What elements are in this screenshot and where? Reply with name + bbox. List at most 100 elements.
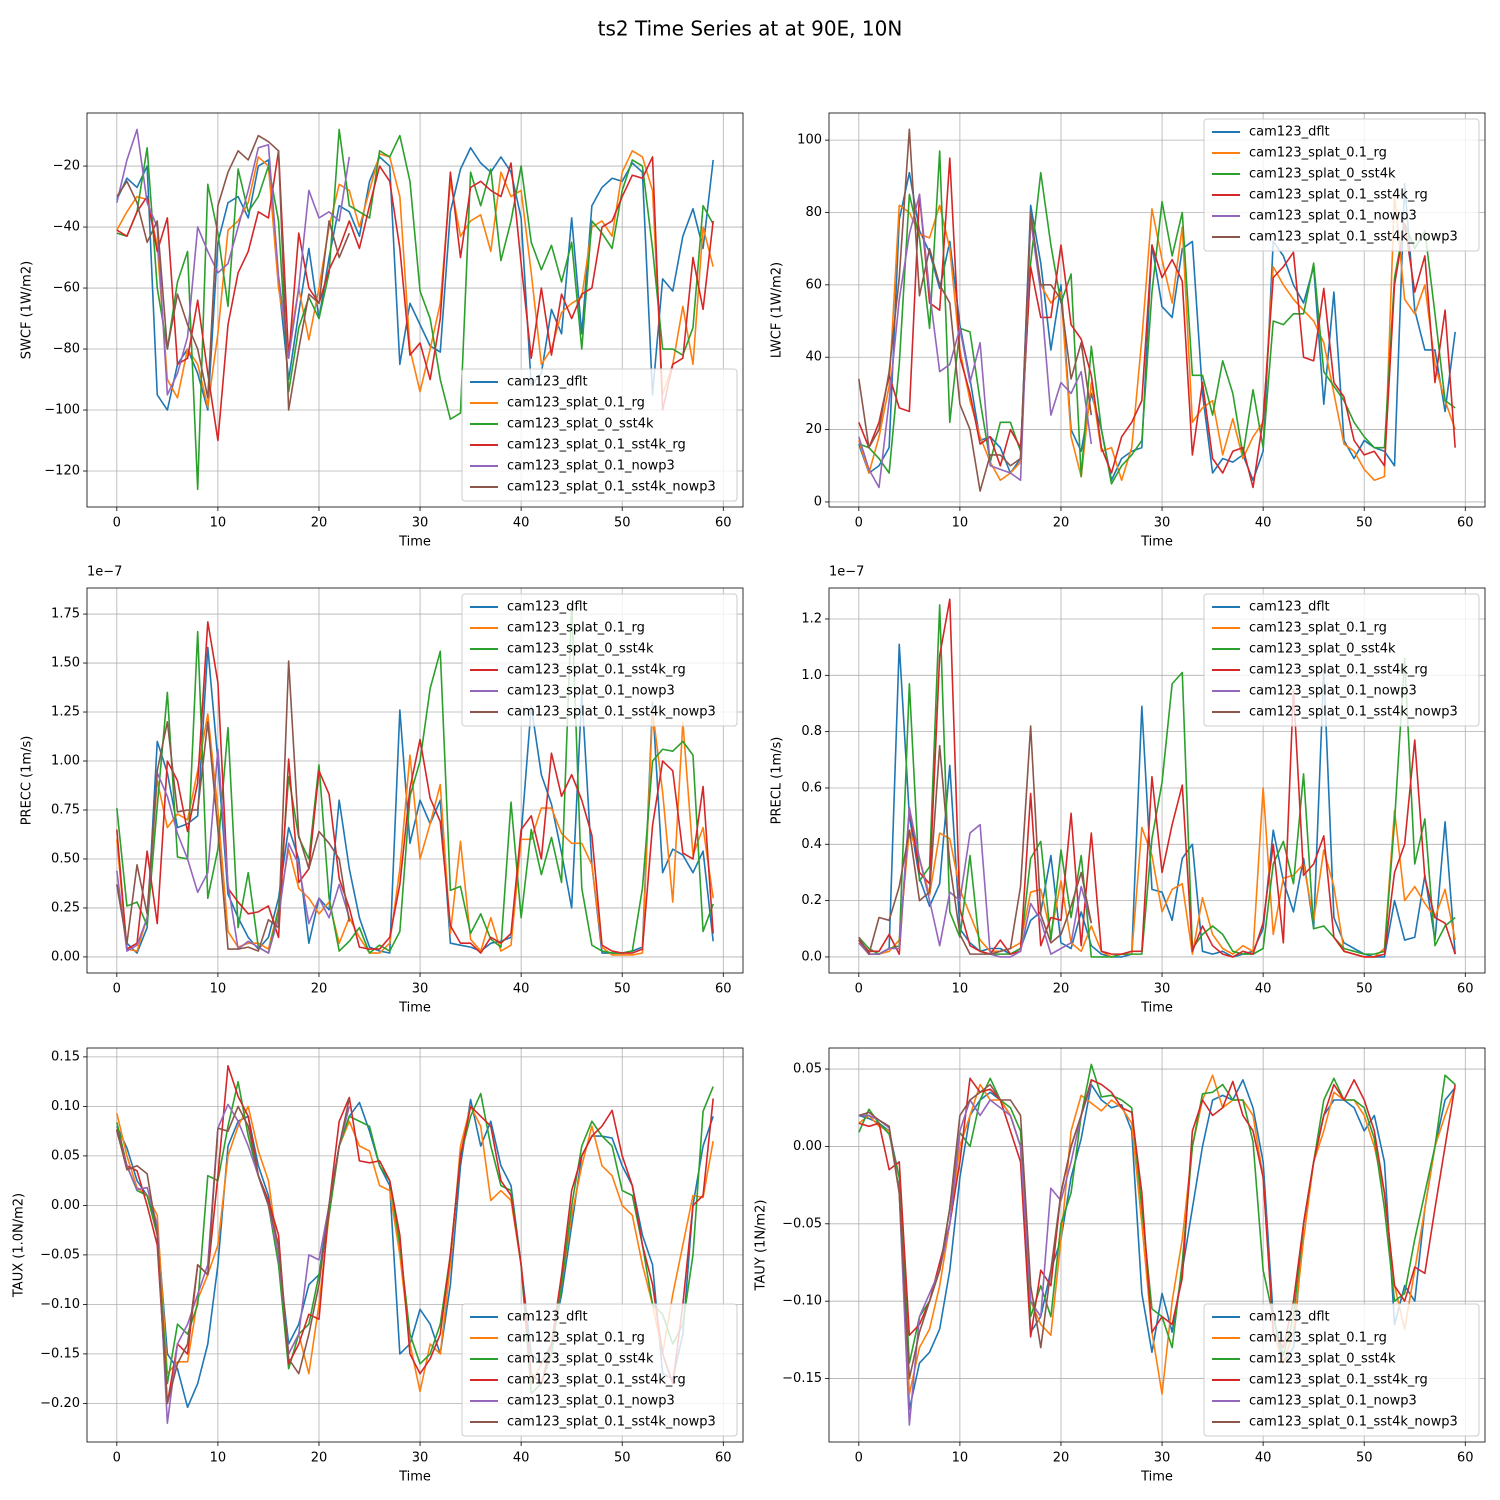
y-tick-label: −0.15: [782, 1371, 822, 1386]
legend-label: cam123_splat_0_sst4k: [507, 642, 654, 657]
x-tick-label: 0: [855, 1451, 863, 1466]
y-tick-label: 0.10: [51, 1099, 80, 1114]
x-tick-label: 40: [513, 1451, 530, 1466]
y-tick-label: 1.2: [801, 611, 822, 626]
x-tick-label: 30: [412, 516, 429, 531]
y-tick-label: 1.00: [51, 754, 80, 769]
legend-box: [1203, 593, 1480, 727]
x-tick-label: 0: [855, 982, 863, 997]
y-tick-label: 0: [814, 494, 822, 509]
series-line: [858, 1077, 1456, 1349]
plot-area: [116, 1065, 714, 1424]
y-tick-label: 1.75: [51, 607, 80, 622]
y-tick-label: 0.75: [51, 802, 80, 817]
x-tick-label: 50: [1356, 982, 1373, 997]
y-tick-label: −0.20: [40, 1396, 80, 1411]
y-tick-label: 0.25: [51, 900, 80, 915]
x-tick-label: 10: [210, 516, 227, 531]
series-line: [858, 150, 1456, 485]
x-axis-label: Time: [398, 535, 431, 550]
x-tick-label: 60: [1457, 1451, 1474, 1466]
legend-label: cam123_splat_0.1_rg: [507, 621, 645, 636]
x-tick-label: 20: [311, 982, 328, 997]
legend-label: cam123_dflt: [1249, 600, 1330, 615]
subplot: 0 10 20 30 40 50 60 0 20 40 60 80 100 Time LWCF (1W/m2…: [770, 112, 1486, 550]
legend-label: cam123_splat_0.1_sst4k_rg: [507, 663, 686, 678]
legend-box: [1203, 118, 1480, 252]
legend: cam123_dflt cam123_splat_0.1_rg cam123_spl…: [461, 593, 738, 727]
y-tick-label: 1.25: [51, 705, 80, 720]
legend-label: cam123_splat_0.1_nowp3: [507, 684, 675, 699]
legend-label: cam123_splat_0.1_nowp3: [507, 1394, 675, 1409]
y-tick-label: 0.8: [801, 724, 822, 739]
y-tick-label: 0.00: [51, 949, 80, 964]
y-tick-label: 0.2: [801, 893, 822, 908]
axes-frame: [828, 1047, 1486, 1443]
x-tick-label: 60: [715, 1451, 732, 1466]
legend-label: cam123_splat_0.1_sst4k_rg: [1249, 663, 1428, 678]
series-line: [858, 604, 1456, 958]
y-tick-label: −120: [44, 464, 80, 479]
y-tick-label: 0.00: [51, 1198, 80, 1213]
series-line: [858, 157, 1456, 489]
legend-label: cam123_splat_0_sst4k: [1249, 642, 1396, 657]
legend-box: [461, 593, 738, 727]
x-tick-label: 40: [1255, 516, 1272, 531]
series-line: [116, 1103, 351, 1424]
y-tick-label: −0.05: [782, 1216, 822, 1231]
legend-label: cam123_dflt: [507, 375, 588, 390]
legend-label: cam123_dflt: [1249, 1310, 1330, 1325]
legend-label: cam123_splat_0.1_sst4k_rg: [507, 438, 686, 453]
series-line: [116, 660, 351, 952]
series-line: [116, 603, 714, 954]
legend-label: cam123_splat_0.1_sst4k_nowp3: [507, 1415, 716, 1430]
x-axis-label: Time: [398, 1001, 431, 1016]
legend-box: [461, 368, 738, 502]
x-axis-label: Time: [398, 1470, 431, 1485]
x-tick-label: 50: [614, 1451, 631, 1466]
legend-label: cam123_splat_0.1_sst4k_nowp3: [1249, 1415, 1458, 1430]
legend-label: cam123_splat_0.1_rg: [1249, 146, 1387, 161]
series-line: [116, 150, 714, 408]
series-line: [116, 1080, 714, 1395]
series-line: [116, 1098, 714, 1409]
offset-text: 1e−7: [829, 565, 864, 580]
y-tick-label: −40: [53, 220, 80, 235]
x-tick-label: 0: [855, 516, 863, 531]
legend-box: [461, 1303, 738, 1437]
series-line: [858, 1079, 1456, 1411]
series-line: [116, 1065, 714, 1405]
x-tick-label: 10: [210, 1451, 227, 1466]
legend-label: cam123_dflt: [1249, 125, 1330, 140]
series-line: [858, 193, 1093, 489]
y-tick-label: 0.6: [801, 780, 822, 795]
legend: cam123_dflt cam123_splat_0.1_rg cam123_spl…: [461, 368, 738, 502]
series-line: [858, 598, 1456, 958]
x-tick-label: 40: [513, 982, 530, 997]
plot-area: [858, 128, 1456, 492]
figure-title: ts2 Time Series at at 90E, 10N: [598, 17, 903, 41]
series-line: [116, 1105, 714, 1393]
plot-area: [116, 128, 714, 491]
x-axis-label: Time: [1140, 1001, 1173, 1016]
y-tick-label: −0.15: [40, 1346, 80, 1361]
y-tick-label: 0.05: [51, 1148, 80, 1163]
legend-label: cam123_splat_0.1_sst4k_nowp3: [1249, 230, 1458, 245]
y-tick-label: 1.50: [51, 656, 80, 671]
legend-label: cam123_splat_0.1_rg: [507, 396, 645, 411]
y-tick-label: −20: [53, 159, 80, 174]
series-line: [858, 128, 1093, 492]
series-line: [116, 1098, 351, 1405]
y-axis-label: LWCF (1W/m2): [770, 262, 785, 358]
legend-label: cam123_splat_0.1_sst4k_nowp3: [1249, 705, 1458, 720]
series-line: [858, 1081, 1093, 1380]
y-tick-label: 100: [797, 133, 822, 148]
legend-label: cam123_splat_0.1_sst4k_rg: [1249, 1373, 1428, 1388]
legend-label: cam123_splat_0_sst4k: [507, 1352, 654, 1367]
axes-frame: [86, 587, 744, 974]
y-tick-label: −60: [53, 281, 80, 296]
legend-label: cam123_splat_0.1_sst4k_rg: [1249, 188, 1428, 203]
legend-label: cam123_dflt: [507, 1310, 588, 1325]
x-tick-label: 10: [210, 982, 227, 997]
